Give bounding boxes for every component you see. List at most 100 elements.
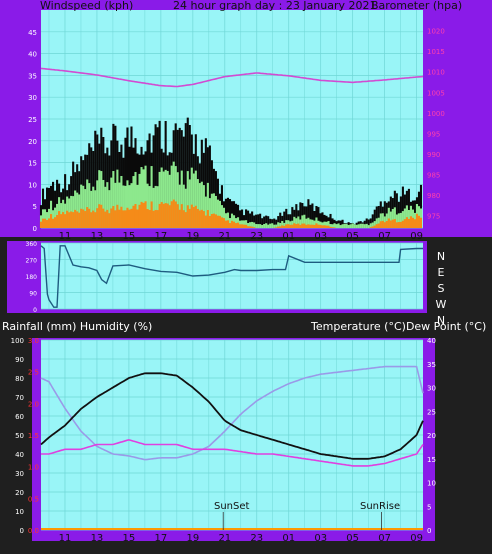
rain-tick-label: 2.0: [28, 400, 39, 408]
barometer-line: [40, 67, 424, 88]
time-tick-label: 11: [59, 533, 72, 544]
humidity-tick-label: 90: [15, 356, 24, 364]
time-tick-label: 03: [314, 231, 327, 242]
time-tick-label: 05: [346, 533, 359, 544]
time-tick-label: 13: [91, 533, 104, 544]
humidity-tick-label: 50: [15, 432, 24, 440]
windspeed-tick-label: 25: [28, 116, 37, 124]
temperature-line: [40, 372, 424, 460]
time-tick-label: 01: [282, 231, 295, 242]
windspeed-axis-title: Windspeed (kph): [40, 0, 134, 12]
barometer-tick-label: 1000: [427, 110, 445, 118]
time-tick-label: 03: [314, 533, 327, 544]
time-tick-label: 19: [186, 231, 199, 242]
panel1-marks: [39, 67, 424, 228]
rain-tick-label: 1.0: [28, 464, 39, 472]
temperature-tick-label: 0: [427, 527, 431, 535]
compass-label: N: [437, 314, 445, 327]
time-tick-label: 09: [410, 231, 423, 242]
rain-tick-label: 0.0: [28, 527, 39, 535]
barometer-tick-label: 975: [427, 213, 440, 221]
sunrise-label: SunRise: [360, 501, 401, 512]
windspeed-tick-label: 40: [28, 51, 37, 59]
time-tick-label: 01: [282, 533, 295, 544]
barometer-axis-title: Barometer (hpa): [371, 0, 463, 12]
time-tick-label: 21: [218, 533, 231, 544]
time-tick-label: 19: [186, 533, 199, 544]
time-tick-label: 07: [378, 231, 391, 242]
temperature-tick-label: 35: [427, 361, 436, 369]
panel2-marks: [40, 245, 423, 308]
direction-degree-label: 360: [26, 241, 38, 248]
rain-tick-label: 1.5: [28, 432, 39, 440]
windspeed-tick-label: 20: [28, 138, 37, 146]
time-tick-label: 17: [155, 533, 168, 544]
humidity-tick-label: 30: [15, 470, 24, 478]
time-tick-label: 05: [346, 231, 359, 242]
barometer-tick-label: 1005: [427, 89, 445, 97]
windspeed-tick-label: 35: [28, 72, 37, 80]
windspeed-tick-label: 15: [28, 160, 37, 168]
temperature-tick-label: 40: [427, 337, 436, 345]
humidity-tick-label: 100: [11, 337, 24, 345]
rain-tick-label: 0.5: [28, 495, 39, 503]
time-tick-label: 17: [155, 231, 168, 242]
windspeed-tick-label: 30: [28, 94, 37, 102]
rain-tick-label: 3.0: [28, 337, 39, 345]
barometer-tick-label: 985: [427, 172, 440, 180]
compass-label: N: [437, 250, 445, 263]
windspeed-tick-label: 0: [33, 225, 37, 233]
dewpoint-line: [41, 439, 424, 467]
temperature-tick-label: 10: [427, 480, 436, 488]
sunset-label: SunSet: [214, 501, 250, 512]
direction-degree-label: 90: [29, 291, 37, 298]
time-tick-label: 15: [123, 533, 136, 544]
temperature-tick-label: 25: [427, 408, 436, 416]
humidity-tick-label: 0: [20, 527, 24, 535]
direction-degree-label: 0: [33, 307, 37, 314]
compass-label: E: [438, 266, 445, 279]
temperature-tick-label: 15: [427, 456, 436, 464]
windspeed-tick-label: 5: [33, 203, 37, 211]
humidity-tick-label: 40: [15, 451, 24, 459]
barometer-tick-label: 980: [427, 192, 440, 200]
humidity-tick-label: 10: [15, 508, 24, 516]
humidity-tick-label: 20: [15, 489, 24, 497]
temperature-tick-label: 20: [427, 432, 436, 440]
rain-humidity-title: Rainfall (mm) Humidity (%): [2, 320, 153, 333]
temperature-tick-label: 5: [427, 503, 431, 511]
panel3-grid: [41, 339, 423, 531]
windspeed-tick-label: 45: [28, 29, 37, 37]
chart-title: 24 hour graph day : 23 January 2021: [173, 0, 377, 12]
windspeed-tick-label: 10: [28, 181, 37, 189]
panel2-grid: [41, 242, 423, 310]
time-tick-label: 23: [250, 231, 263, 242]
rain-tick-label: 2.5: [28, 369, 39, 377]
time-tick-label: 21: [218, 231, 231, 242]
time-tick-label: 23: [250, 533, 263, 544]
direction-degree-label: 270: [26, 258, 38, 265]
barometer-tick-label: 1020: [427, 28, 445, 36]
time-tick-label: 11: [59, 231, 72, 242]
barometer-tick-label: 995: [427, 130, 440, 138]
barometer-tick-label: 990: [427, 151, 440, 159]
wind-direction-line: [40, 245, 423, 308]
humidity-tick-label: 70: [15, 394, 24, 402]
time-tick-label: 09: [410, 533, 423, 544]
temp-dew-title: Temperature (°C)Dew Point (°C): [311, 320, 487, 333]
time-tick-label: 13: [91, 231, 104, 242]
temperature-tick-label: 30: [427, 385, 436, 393]
humidity-tick-label: 80: [15, 375, 24, 383]
compass-label: S: [438, 282, 445, 295]
direction-degree-label: 180: [26, 274, 38, 281]
time-tick-label: 15: [123, 231, 136, 242]
compass-label: W: [436, 298, 447, 311]
humidity-line: [40, 365, 424, 461]
barometer-tick-label: 1010: [427, 69, 445, 77]
time-tick-label: 07: [378, 533, 391, 544]
barometer-tick-label: 1015: [427, 48, 445, 56]
humidity-tick-label: 60: [15, 413, 24, 421]
panel3-marks: [40, 365, 424, 530]
